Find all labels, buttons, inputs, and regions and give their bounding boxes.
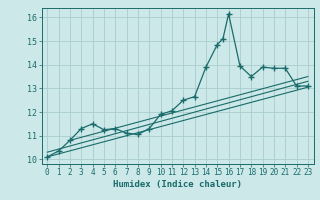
X-axis label: Humidex (Indice chaleur): Humidex (Indice chaleur) <box>113 180 242 189</box>
